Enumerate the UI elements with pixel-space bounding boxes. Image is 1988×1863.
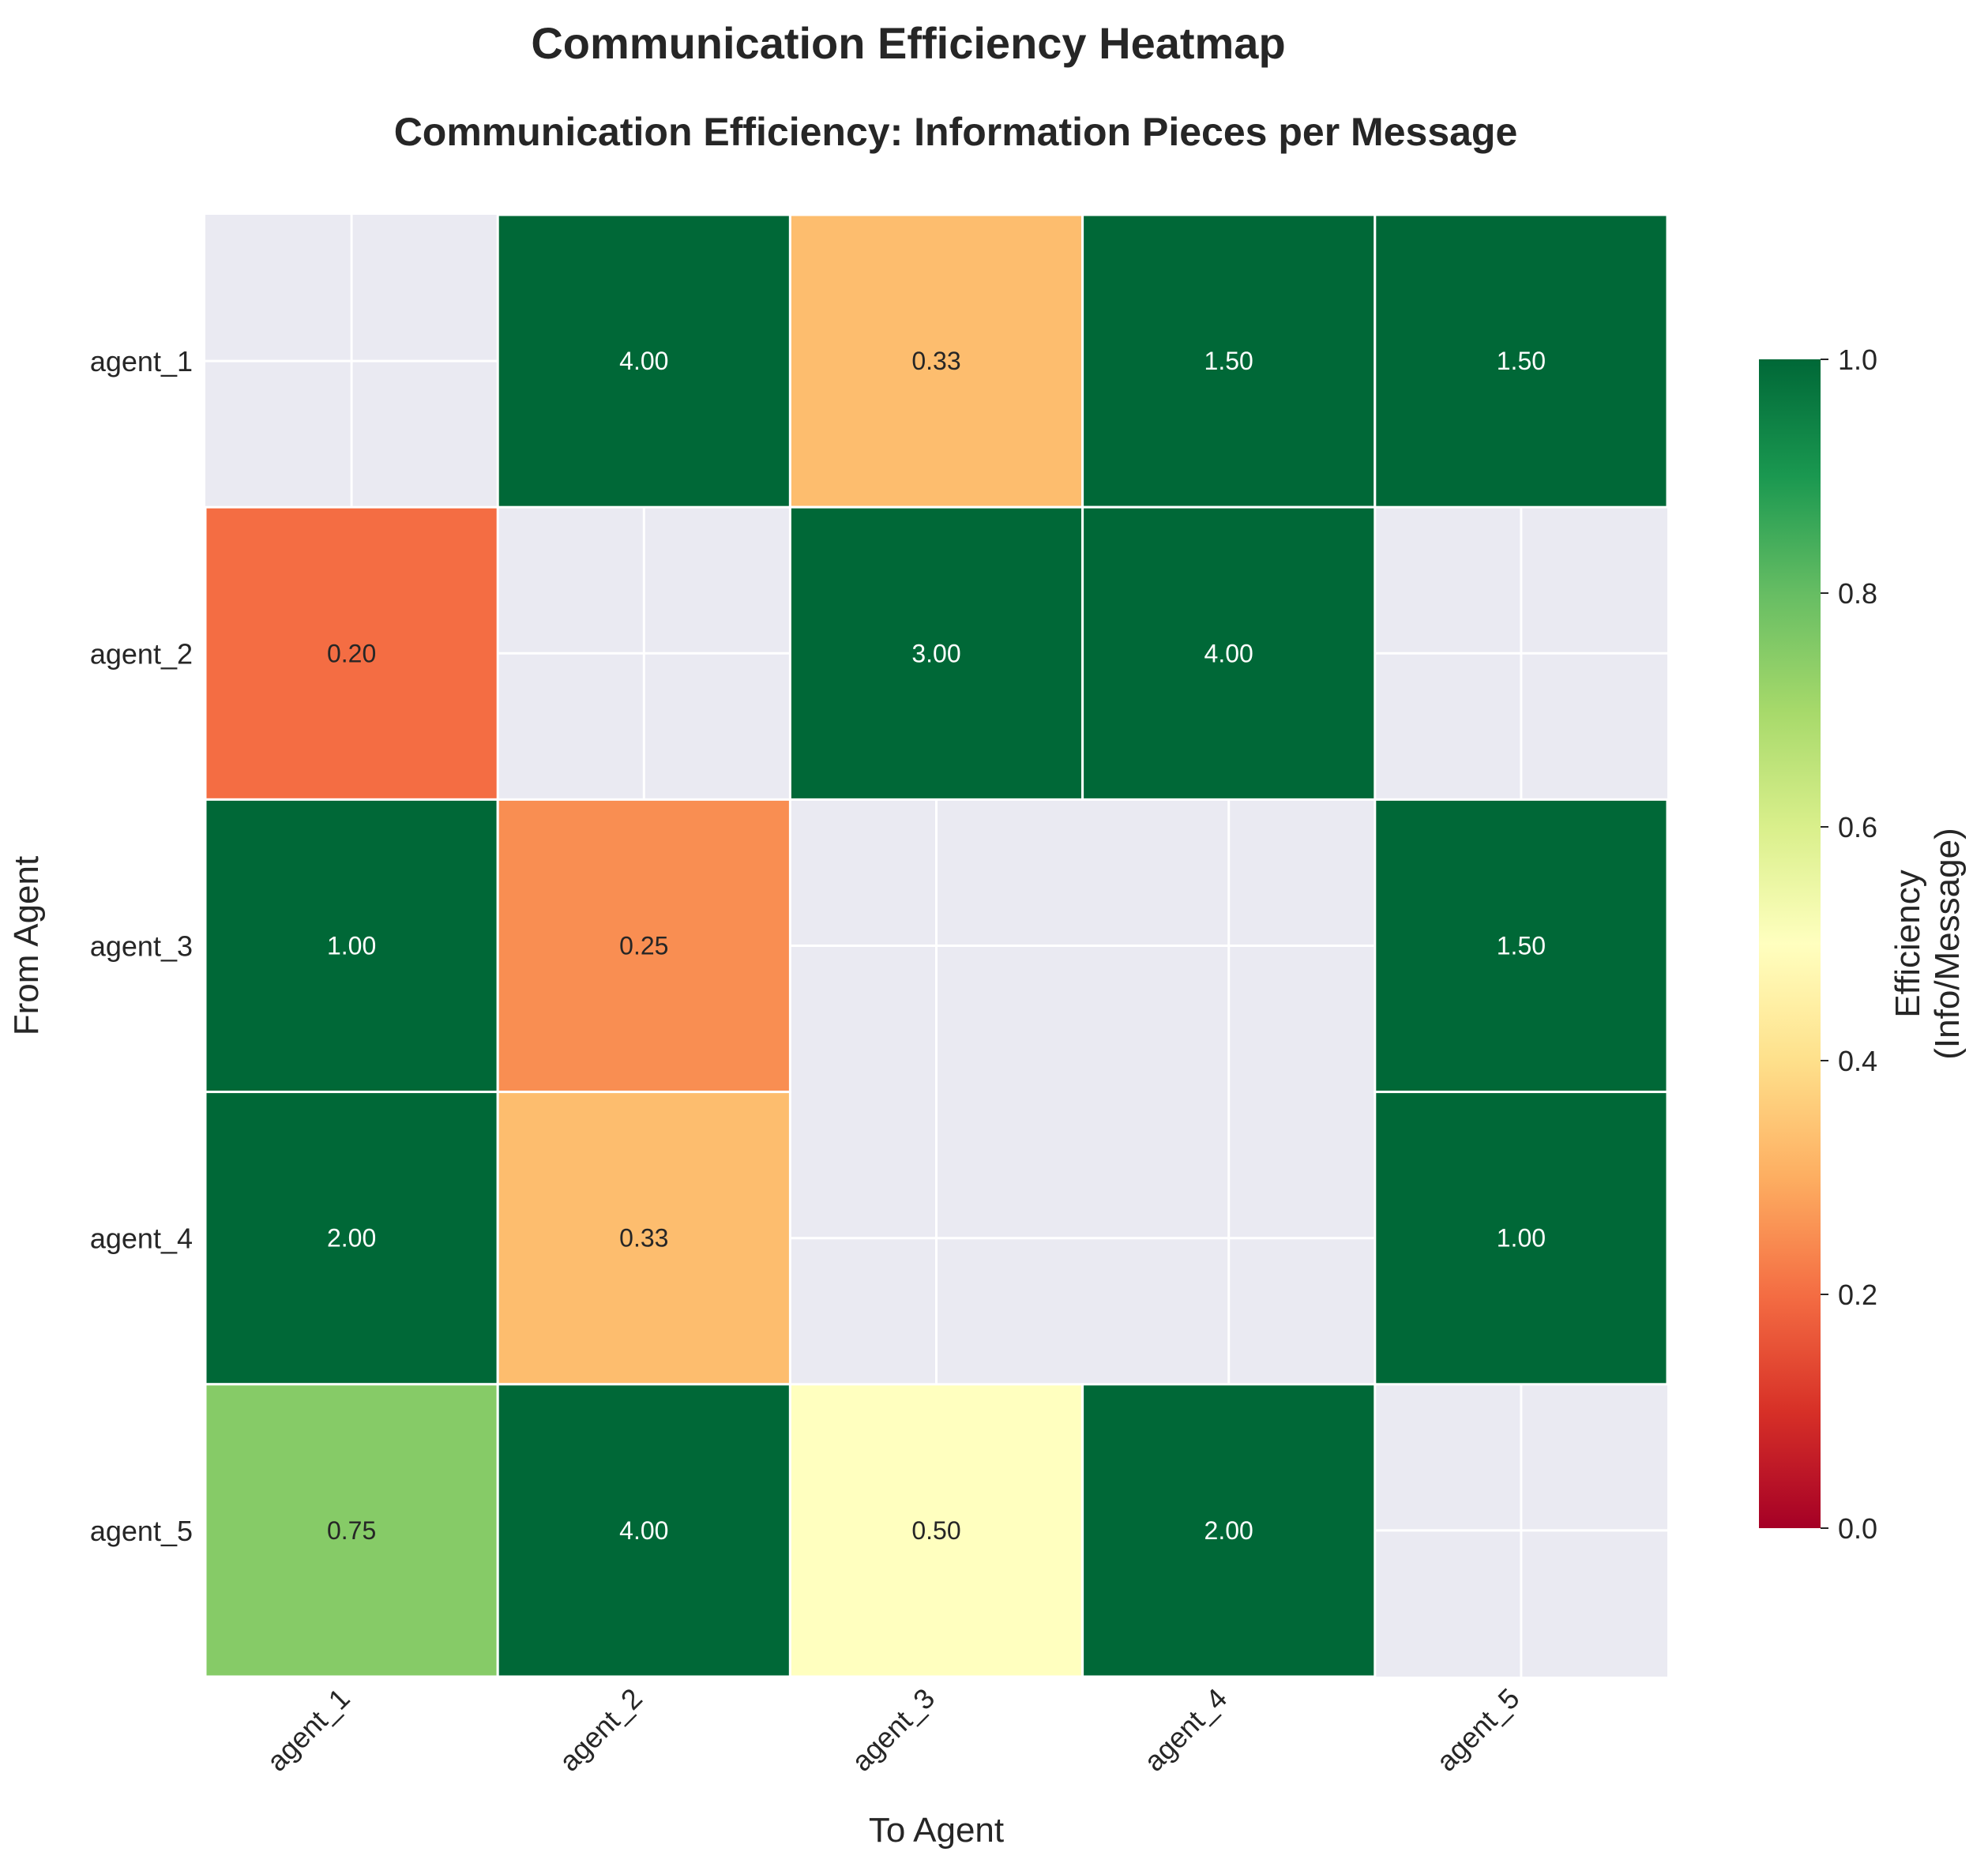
heatmap-cell <box>788 505 1084 801</box>
colorbar-tick-label: 0.4 <box>1838 1045 1877 1077</box>
y-tick-label: agent_1 <box>90 345 193 377</box>
cell-value-label: 0.75 <box>327 1516 376 1545</box>
y-tick-label: agent_2 <box>90 637 193 670</box>
heatmap-cell <box>204 1383 499 1678</box>
heatmap-cell <box>1374 1091 1669 1386</box>
colorbar-tick-label: 0.6 <box>1838 811 1877 843</box>
heatmap-cell <box>496 213 791 509</box>
cell-value-label: 0.33 <box>911 347 960 375</box>
heatmap-cell <box>1374 213 1669 509</box>
y-tick-label: agent_5 <box>90 1515 193 1547</box>
colorbar-label: Efficiency <box>1888 870 1927 1018</box>
heatmap-cell <box>1081 505 1377 801</box>
heatmap-cell <box>1081 213 1377 509</box>
heatmap-cell <box>1081 1383 1377 1678</box>
heatmap-cell <box>204 798 499 1094</box>
heatmap-cell <box>788 213 1084 509</box>
colorbar-tick-label: 0.2 <box>1838 1279 1877 1311</box>
y-tick-label: agent_4 <box>90 1223 193 1255</box>
heatmap-cell <box>1374 798 1669 1094</box>
cell-value-label: 4.00 <box>619 1516 668 1545</box>
x-tick-label: agent_4 <box>1137 1682 1233 1778</box>
cell-value-label: 1.00 <box>1497 1224 1546 1253</box>
cell-value-label: 0.33 <box>619 1224 668 1253</box>
y-axis-label: From Agent <box>7 856 46 1035</box>
x-tick-label: agent_5 <box>1430 1682 1526 1778</box>
heatmap-cell <box>204 1091 499 1386</box>
cell-value-label: 0.50 <box>911 1516 960 1545</box>
colorbar <box>1759 359 1821 1528</box>
cell-value-label: 4.00 <box>619 347 668 375</box>
cell-value-label: 2.00 <box>1204 1516 1253 1545</box>
colorbar-label: (Info/Message) <box>1928 828 1967 1059</box>
cell-value-label: 0.25 <box>619 932 668 960</box>
cell-value-label: 2.00 <box>327 1224 376 1253</box>
x-tick-label: agent_2 <box>553 1682 648 1778</box>
cell-value-label: 1.50 <box>1204 347 1253 375</box>
heatmap-cell <box>204 505 499 801</box>
x-axis-label: To Agent <box>869 1811 1004 1850</box>
figure-suptitle: Communication Efficiency Heatmap <box>531 18 1286 68</box>
colorbar-tick-label: 0.0 <box>1838 1512 1877 1545</box>
cell-value-label: 3.00 <box>911 639 960 667</box>
heatmap-cell <box>496 1383 791 1678</box>
cell-value-label: 0.20 <box>327 639 376 667</box>
x-tick-label: agent_1 <box>261 1682 356 1778</box>
heatmap-cell <box>496 798 791 1094</box>
cell-value-label: 1.00 <box>327 932 376 960</box>
heatmap-cell <box>496 1091 791 1386</box>
cell-value-label: 1.50 <box>1497 347 1546 375</box>
chart-title: Communication Efficiency: Information Pi… <box>393 110 1518 154</box>
y-tick-label: agent_3 <box>90 930 193 963</box>
colorbar-tick-label: 1.0 <box>1838 344 1877 376</box>
x-tick-label: agent_3 <box>845 1682 941 1778</box>
cell-value-label: 4.00 <box>1204 639 1253 667</box>
cell-value-label: 1.50 <box>1497 932 1546 960</box>
colorbar-tick-label: 0.8 <box>1838 577 1877 610</box>
